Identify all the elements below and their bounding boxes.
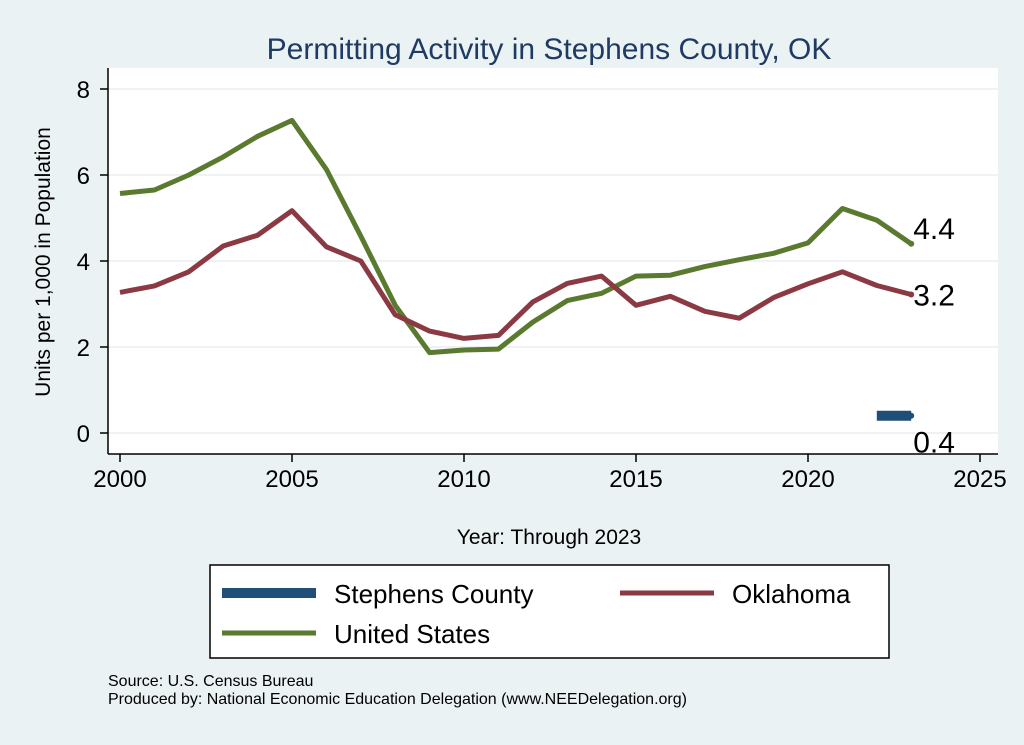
legend-box <box>209 564 890 659</box>
end-label: 4.4 <box>913 213 955 246</box>
x-tick-label: 2010 <box>437 466 490 493</box>
end-label: 0.4 <box>913 427 955 460</box>
y-tick-label: 4 <box>77 249 90 276</box>
end-label: 3.2 <box>913 280 955 313</box>
grid <box>108 88 998 434</box>
series-end-point-united-states <box>908 240 915 247</box>
axes <box>100 68 998 462</box>
chart-title: Permitting Activity in Stephens County, … <box>267 33 832 66</box>
y-tick-label: 0 <box>77 421 90 448</box>
series-lines <box>119 117 915 421</box>
end-labels: 0.4 3.2 4.4 <box>913 213 955 460</box>
series-end-point-stephens-county <box>908 412 915 419</box>
source-note: Source: U.S. Census Bureau <box>108 673 314 690</box>
x-tick-label: 2000 <box>93 466 146 493</box>
x-tick-label: 2020 <box>781 466 834 493</box>
y-tick-label: 6 <box>77 163 90 190</box>
legend-label: United States <box>334 619 490 649</box>
tick-labels: 0 2 4 6 8 2000 2005 2010 2015 2020 2025 <box>77 77 1007 493</box>
produced-by-note: Produced by: National Economic Education… <box>108 691 687 708</box>
x-axis-title: Year: Through 2023 <box>457 526 642 549</box>
series-line-oklahoma <box>119 208 912 341</box>
legend-label: Stephens County <box>334 579 533 609</box>
legend: Stephens County Oklahoma United States <box>209 564 890 659</box>
x-tick-label: 2005 <box>265 466 318 493</box>
y-tick-label: 2 <box>77 335 90 362</box>
y-tick-label: 8 <box>77 77 90 104</box>
x-tick-label: 2025 <box>953 466 1006 493</box>
series-end-point-oklahoma <box>908 291 915 298</box>
x-tick-label: 2015 <box>609 466 662 493</box>
legend-label: Oklahoma <box>732 579 851 609</box>
y-axis-title: Units per 1,000 in Population <box>32 127 55 397</box>
series-line-united-states <box>119 117 913 356</box>
